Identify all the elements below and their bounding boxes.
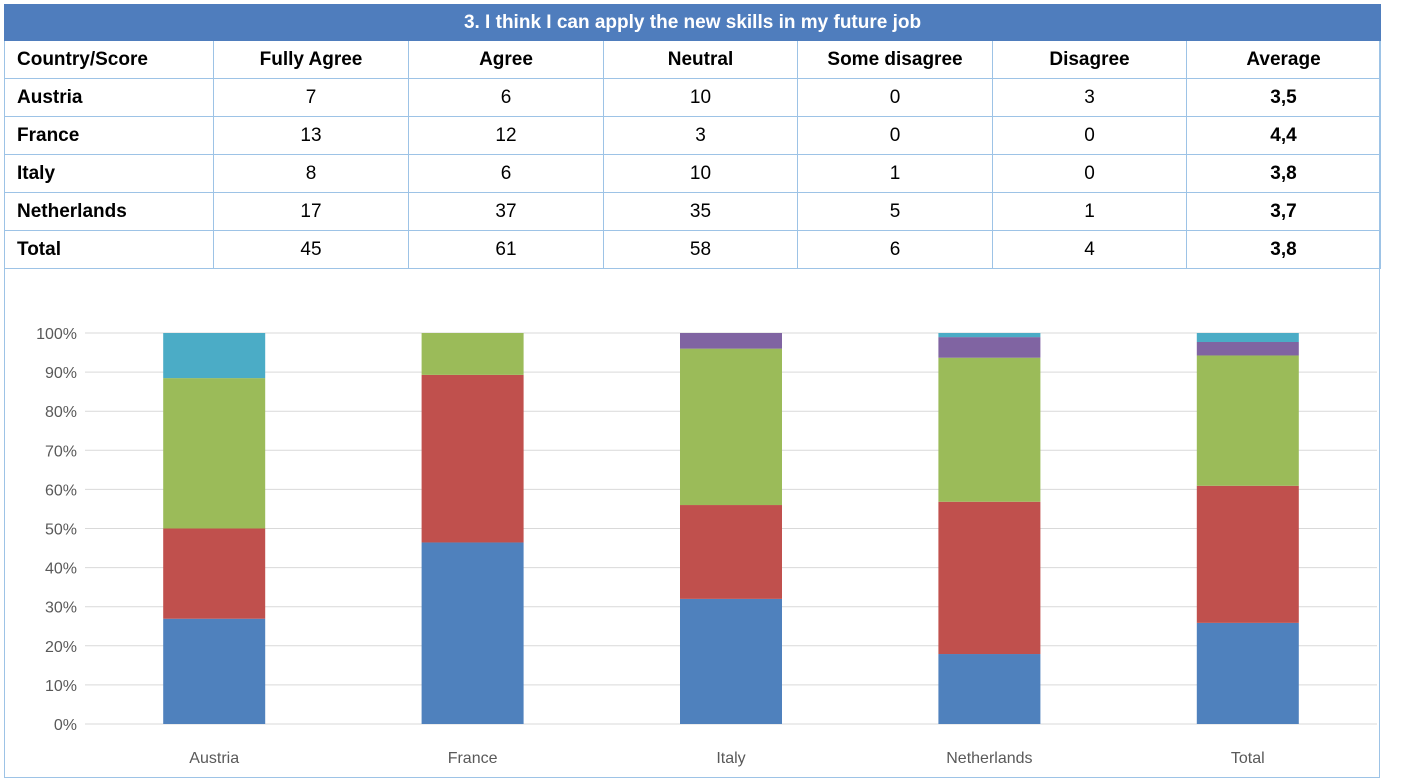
bar-segment	[163, 378, 266, 529]
y-tick-label: 50%	[45, 522, 77, 539]
cell-fully-agree: 13	[213, 116, 409, 155]
y-tick-label: 90%	[45, 365, 77, 382]
cell-fully-agree: 8	[213, 154, 409, 193]
y-tick-label: 60%	[45, 482, 77, 499]
row-country: Austria	[4, 78, 214, 117]
y-tick-label: 10%	[45, 678, 77, 695]
bar-segment	[163, 618, 266, 724]
cell-disagree: 3	[992, 78, 1187, 117]
bar-segment	[1196, 485, 1299, 623]
cell-neutral: 10	[603, 78, 798, 117]
bar-segment	[1196, 355, 1299, 486]
cell-disagree: 1	[992, 192, 1187, 231]
row-country: Netherlands	[4, 192, 214, 231]
cell-disagree: 0	[992, 116, 1187, 155]
y-tick-label: 30%	[45, 600, 77, 617]
cell-agree: 61	[408, 230, 604, 269]
cell-neutral: 35	[603, 192, 798, 231]
bar-segment	[938, 654, 1041, 724]
cell-fully-agree: 45	[213, 230, 409, 269]
y-tick-label: 80%	[45, 404, 77, 421]
table-header-row: Country/Score Fully Agree Agree Neutral …	[4, 40, 1382, 79]
bar-segment	[938, 501, 1041, 655]
table-title-row: 3. I think I can apply the new skills in…	[3, 4, 1382, 41]
header-agree: Agree	[408, 40, 604, 79]
cell-agree: 6	[408, 154, 604, 193]
row-country: Italy	[4, 154, 214, 193]
cell-average: 3,8	[1185, 230, 1382, 269]
cell-neutral: 10	[603, 154, 798, 193]
cell-average: 4,4	[1185, 116, 1382, 155]
cell-agree: 37	[408, 192, 604, 231]
cell-agree: 12	[408, 116, 604, 155]
bar-segment	[421, 333, 524, 375]
bar-segment	[680, 505, 782, 599]
row-country: Total	[4, 230, 214, 269]
table-row: Total 45 61 58 6 4 3,8	[4, 230, 1382, 269]
cell-neutral: 3	[603, 116, 798, 155]
cell-neutral: 58	[603, 230, 798, 269]
stacked-bar-chart: 0% 10% 20% 30% 40% 50% 60% 70% 80% 90% 100% Austria…	[36, 326, 1377, 767]
cell-average: 3,5	[1185, 78, 1382, 117]
bar-segment	[938, 333, 1041, 338]
row-country: France	[4, 116, 214, 155]
x-tick-label: Total	[1231, 750, 1265, 767]
bar-segment	[680, 333, 782, 349]
bar-segment	[680, 598, 782, 724]
x-tick-label: France	[448, 750, 498, 767]
bar-segment	[421, 374, 524, 543]
y-tick-label: 100%	[36, 326, 77, 343]
bar-segment	[1196, 341, 1299, 356]
cell-some-disagree: 6	[797, 230, 993, 269]
table-title: 3. I think I can apply the new skills in…	[3, 4, 1382, 41]
bars	[163, 333, 1299, 724]
header-disagree: Disagree	[992, 40, 1187, 79]
bar-segment	[938, 357, 1041, 502]
bar-segment	[163, 333, 266, 379]
x-tick-label: Netherlands	[946, 750, 1032, 767]
bar-segment	[163, 528, 266, 619]
cell-disagree: 4	[992, 230, 1187, 269]
cell-some-disagree: 0	[797, 116, 993, 155]
cell-some-disagree: 5	[797, 192, 993, 231]
cell-average: 3,7	[1185, 192, 1382, 231]
bar-segment	[680, 348, 782, 506]
y-tick-label: 40%	[45, 561, 77, 578]
bar-segment	[421, 542, 524, 724]
x-tick-label: Italy	[716, 750, 745, 767]
cell-fully-agree: 17	[213, 192, 409, 231]
cell-some-disagree: 0	[797, 78, 993, 117]
bar-segment	[938, 337, 1041, 358]
table-row: Italy 8 6 10 1 0 3,8	[4, 154, 1382, 193]
y-tick-label: 70%	[45, 443, 77, 460]
table-row: France 13 12 3 0 0 4,4	[4, 116, 1382, 155]
cell-average: 3,8	[1185, 154, 1382, 193]
tick-labels: 0% 10% 20% 30% 40% 50% 60% 70% 80% 90% 100% Austria…	[36, 326, 1265, 767]
header-fully-agree: Fully Agree	[213, 40, 409, 79]
cell-agree: 6	[408, 78, 604, 117]
header-neutral: Neutral	[603, 40, 798, 79]
bar-segment	[1196, 333, 1299, 342]
header-average: Average	[1185, 40, 1382, 79]
y-tick-label: 0%	[54, 717, 77, 734]
header-some-disagree: Some disagree	[797, 40, 993, 79]
bar-segment	[1196, 622, 1299, 724]
x-tick-label: Austria	[189, 750, 239, 767]
y-tick-label: 20%	[45, 639, 77, 656]
header-country-score: Country/Score	[4, 40, 214, 79]
cell-fully-agree: 7	[213, 78, 409, 117]
cell-disagree: 0	[992, 154, 1187, 193]
table-row: Netherlands 17 37 35 5 1 3,7	[4, 192, 1382, 231]
survey-table: 3. I think I can apply the new skills in…	[3, 4, 1382, 269]
cell-some-disagree: 1	[797, 154, 993, 193]
table-row: Austria 7 6 10 0 3 3,5	[4, 78, 1382, 117]
